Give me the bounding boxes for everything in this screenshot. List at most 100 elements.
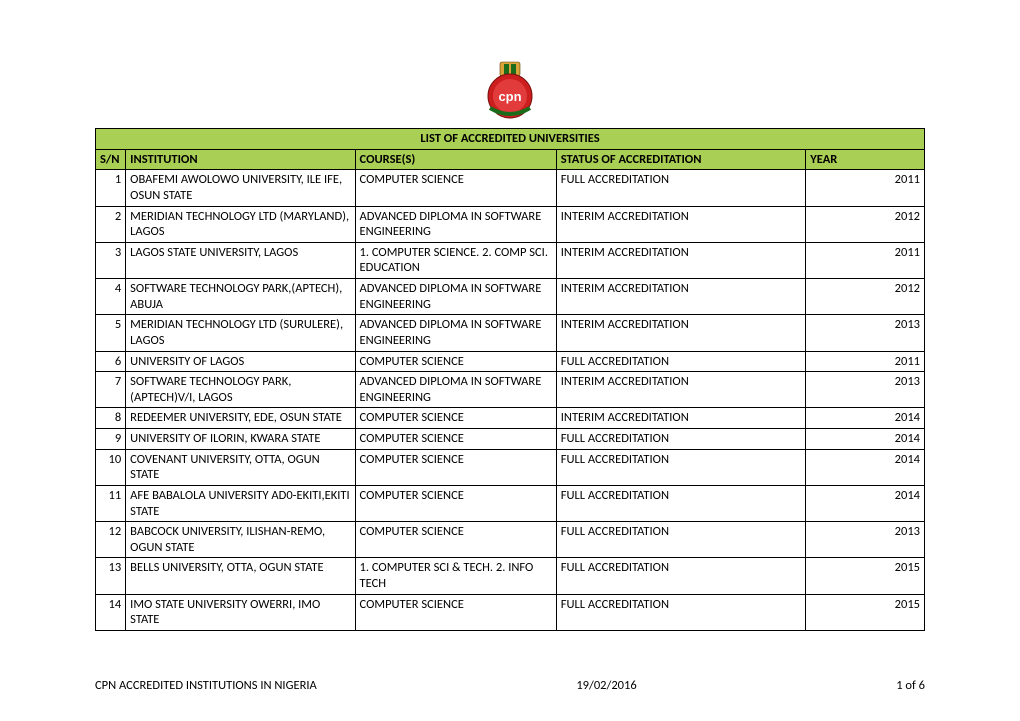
table-row: 8REDEEMER UNIVERSITY, EDE, OSUN STATECOM… [96,408,925,429]
cell-course: ADVANCED DIPLOMA IN SOFTWARE ENGINEERING [355,206,556,242]
cell-year: 2012 [806,206,925,242]
cell-year: 2011 [806,242,925,278]
cell-status: FULL ACCREDITATION [556,485,806,521]
table-row: 2MERIDIAN TECHNOLOGY LTD (MARYLAND), LAG… [96,206,925,242]
logo-container: cpn [95,60,925,120]
cell-status: INTERIM ACCREDITATION [556,408,806,429]
cell-year: 2015 [806,558,925,594]
cell-institution: AFE BABALOLA UNIVERSITY AD0-EKITI,EKITI … [126,485,355,521]
footer-right: 1 of 6 [896,678,925,693]
table-header-row: S/N INSTITUTION COURSE(S) STATUS OF ACCR… [96,149,925,170]
cell-sn: 3 [96,242,126,278]
table-row: 13BELLS UNIVERSITY, OTTA, OGUN STATE1. C… [96,558,925,594]
cell-institution: SOFTWARE TECHNOLOGY PARK,(APTECH)V/I, LA… [126,372,355,408]
table-row: 5MERIDIAN TECHNOLOGY LTD (SURULERE), LAG… [96,315,925,351]
cell-sn: 1 [96,170,126,206]
col-header-sn: S/N [96,149,126,170]
table-row: 6UNIVERSITY OF LAGOSCOMPUTER SCIENCEFULL… [96,351,925,372]
table-row: 9UNIVERSITY OF ILORIN, KWARA STATECOMPUT… [96,429,925,450]
cell-course: COMPUTER SCIENCE [355,429,556,450]
cell-course: ADVANCED DIPLOMA IN SOFTWARE ENGINEERING [355,372,556,408]
col-header-status: STATUS OF ACCREDITATION [556,149,806,170]
table-row: 12BABCOCK UNIVERSITY, ILISHAN-REMO, OGUN… [96,522,925,558]
table-title-row: LIST OF ACCREDITED UNIVERSITIES [96,129,925,150]
cell-sn: 13 [96,558,126,594]
cell-status: INTERIM ACCREDITATION [556,206,806,242]
footer-left: CPN ACCREDITED INSTITUTIONS IN NIGERIA [95,678,317,693]
cell-year: 2011 [806,170,925,206]
cell-course: 1. COMPUTER SCIENCE. 2. COMP SCI. EDUCAT… [355,242,556,278]
cell-year: 2011 [806,351,925,372]
table-row: 3LAGOS STATE UNIVERSITY, LAGOS1. COMPUTE… [96,242,925,278]
cell-year: 2014 [806,429,925,450]
cell-sn: 8 [96,408,126,429]
cell-institution: MERIDIAN TECHNOLOGY LTD (SURULERE), LAGO… [126,315,355,351]
table-row: 4SOFTWARE TECHNOLOGY PARK,(APTECH), ABUJ… [96,279,925,315]
accredited-universities-table: LIST OF ACCREDITED UNIVERSITIES S/N INST… [95,128,925,631]
cell-course: COMPUTER SCIENCE [355,485,556,521]
cell-course: ADVANCED DIPLOMA IN SOFTWARE ENGINEERING [355,315,556,351]
cell-status: INTERIM ACCREDITATION [556,242,806,278]
table-row: 14IMO STATE UNIVERSITY OWERRI, IMO STATE… [96,594,925,630]
cell-institution: BABCOCK UNIVERSITY, ILISHAN-REMO, OGUN S… [126,522,355,558]
footer-center: 19/02/2016 [576,678,636,693]
cell-course: COMPUTER SCIENCE [355,522,556,558]
cell-status: FULL ACCREDITATION [556,594,806,630]
cell-course: COMPUTER SCIENCE [355,594,556,630]
cell-year: 2013 [806,372,925,408]
cell-year: 2013 [806,522,925,558]
cell-institution: BELLS UNIVERSITY, OTTA, OGUN STATE [126,558,355,594]
table-row: 11AFE BABALOLA UNIVERSITY AD0-EKITI,EKIT… [96,485,925,521]
cell-course: 1. COMPUTER SCI & TECH. 2. INFO TECH [355,558,556,594]
cell-sn: 6 [96,351,126,372]
cell-institution: REDEEMER UNIVERSITY, EDE, OSUN STATE [126,408,355,429]
cell-year: 2015 [806,594,925,630]
table-row: 1OBAFEMI AWOLOWO UNIVERSITY, ILE IFE, OS… [96,170,925,206]
col-header-institution: INSTITUTION [126,149,355,170]
cell-year: 2014 [806,485,925,521]
col-header-course: COURSE(S) [355,149,556,170]
cell-year: 2014 [806,449,925,485]
cell-sn: 11 [96,485,126,521]
cell-status: INTERIM ACCREDITATION [556,372,806,408]
cell-status: INTERIM ACCREDITATION [556,279,806,315]
cell-institution: MERIDIAN TECHNOLOGY LTD (MARYLAND), LAGO… [126,206,355,242]
cell-institution: LAGOS STATE UNIVERSITY, LAGOS [126,242,355,278]
cell-institution: UNIVERSITY OF ILORIN, KWARA STATE [126,429,355,450]
cell-course: COMPUTER SCIENCE [355,449,556,485]
document-page: cpn LIST OF ACCREDITED UNIVERSITIES S/N … [0,0,1020,721]
cell-institution: COVENANT UNIVERSITY, OTTA, OGUN STATE [126,449,355,485]
table-row: 7SOFTWARE TECHNOLOGY PARK,(APTECH)V/I, L… [96,372,925,408]
cell-institution: OBAFEMI AWOLOWO UNIVERSITY, ILE IFE, OSU… [126,170,355,206]
cell-status: FULL ACCREDITATION [556,449,806,485]
cell-sn: 5 [96,315,126,351]
col-header-year: YEAR [806,149,925,170]
table-body: 1OBAFEMI AWOLOWO UNIVERSITY, ILE IFE, OS… [96,170,925,631]
page-footer: CPN ACCREDITED INSTITUTIONS IN NIGERIA 1… [95,678,925,693]
cell-status: FULL ACCREDITATION [556,558,806,594]
svg-text:cpn: cpn [498,89,521,104]
cell-course: COMPUTER SCIENCE [355,351,556,372]
cell-status: INTERIM ACCREDITATION [556,315,806,351]
cell-sn: 14 [96,594,126,630]
cell-status: FULL ACCREDITATION [556,170,806,206]
cell-sn: 7 [96,372,126,408]
cell-sn: 10 [96,449,126,485]
cell-year: 2014 [806,408,925,429]
cell-institution: SOFTWARE TECHNOLOGY PARK,(APTECH), ABUJA [126,279,355,315]
cell-sn: 2 [96,206,126,242]
cell-sn: 4 [96,279,126,315]
cell-course: ADVANCED DIPLOMA IN SOFTWARE ENGINEERING [355,279,556,315]
cell-course: COMPUTER SCIENCE [355,170,556,206]
cell-course: COMPUTER SCIENCE [355,408,556,429]
cell-year: 2013 [806,315,925,351]
cpn-logo-icon: cpn [480,60,540,120]
cell-sn: 9 [96,429,126,450]
cell-sn: 12 [96,522,126,558]
cell-year: 2012 [806,279,925,315]
table-title: LIST OF ACCREDITED UNIVERSITIES [96,129,925,150]
cell-status: FULL ACCREDITATION [556,351,806,372]
cell-institution: UNIVERSITY OF LAGOS [126,351,355,372]
cell-institution: IMO STATE UNIVERSITY OWERRI, IMO STATE [126,594,355,630]
table-row: 10COVENANT UNIVERSITY, OTTA, OGUN STATEC… [96,449,925,485]
